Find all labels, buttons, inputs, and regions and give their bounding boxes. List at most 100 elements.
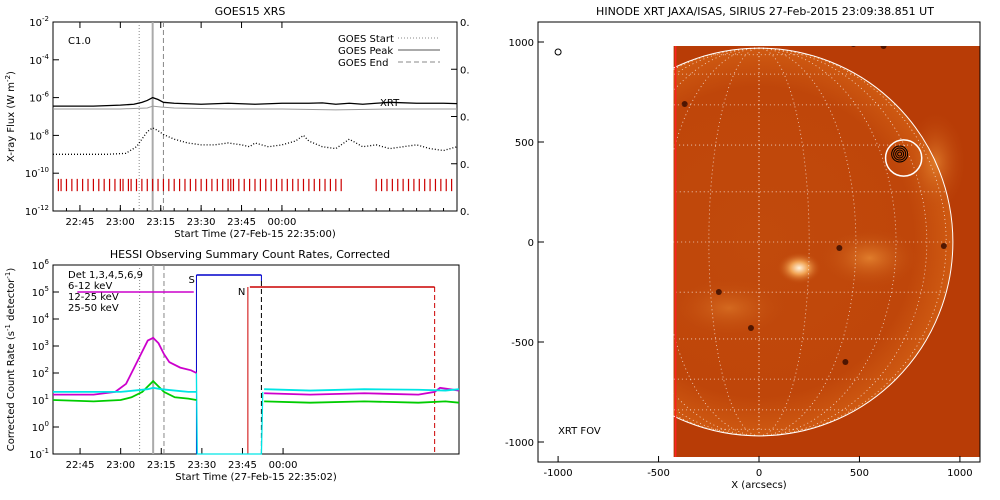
hessi-y-tick-label-base: 10 — [32, 423, 45, 434]
xrt-y-tick-label: 1000 — [509, 38, 534, 49]
hessi-series-0 — [53, 336, 197, 396]
xrt-fov-label: XRT FOV — [558, 426, 601, 437]
xrt-title: HINODE XRT JAXA/ISAS, SIRIUS 27-Feb-2015… — [596, 5, 934, 18]
goes-series-short — [53, 127, 458, 155]
hessi-gap-line — [195, 372, 264, 455]
xrt-lon-line — [673, 47, 760, 437]
goes-legend-dotted: GOES Start — [338, 34, 394, 45]
hessi-y-tick-label-base: 10 — [32, 315, 45, 326]
goes-y-tick-label: 10-2 — [29, 15, 49, 29]
goes-y-tick-label-exp: -6 — [42, 91, 50, 99]
hessi-title: HESSI Observing Summary Count Rates, Cor… — [110, 248, 390, 261]
goes-y2-tick-label: 0.007 — [460, 160, 470, 171]
goes-y-label-close: ) — [6, 71, 17, 75]
goes-y-tick-label-exp: -2 — [42, 15, 49, 23]
xrt-flare-contour — [895, 149, 905, 159]
xrt-dark-feature — [851, 46, 856, 47]
hessi-y-tick-label: 100 — [32, 420, 49, 434]
goes-y-tick-label-exp: -12 — [38, 204, 49, 212]
xrt-y-tick-label: -500 — [511, 338, 534, 349]
xrt-dark-feature — [747, 325, 754, 331]
goes-y-tick-label-base: 10 — [25, 207, 38, 218]
goes-x-tick-label: 22:45 — [66, 217, 95, 228]
hessi-y-tick-label-base: 10 — [32, 261, 45, 272]
goes-y-tick-label-base: 10 — [29, 94, 42, 105]
goes-y-tick-label: 10-12 — [25, 204, 49, 218]
hessi-x-tick-label: 22:45 — [66, 460, 95, 471]
goes-y2-tick-label: 0.009 — [460, 65, 470, 76]
hessi-y-tick-label: 10-1 — [29, 447, 49, 461]
goes-y-tick-label: 10-4 — [29, 53, 49, 67]
goes-xrs-chart: GOES15 XRS 22:45 23:00 23:15 23:30 23:45 00:0… — [4, 5, 470, 240]
hessi-y-tick-label: 106 — [32, 258, 50, 272]
hessi-x-tick-label: 23:45 — [228, 460, 257, 471]
hessi-y-label-part: detector — [6, 278, 17, 324]
goes-legend-solid: GOES Peak — [338, 46, 393, 57]
goes-y-tick-label-exp: -8 — [42, 128, 49, 136]
goes-y-tick-label-base: 10 — [25, 169, 38, 180]
goes-x-label: Start Time (27-Feb-15 22:35:00) — [174, 229, 336, 240]
goes-y-label-main: X-ray Flux (W m — [6, 82, 17, 162]
hessi-series-1 — [52, 379, 197, 403]
hessi-legend-item: 6-12 keV — [68, 281, 112, 292]
xrt-x-label: X (arcsecs) — [731, 480, 787, 491]
hessi-y-tick-label: 105 — [32, 285, 49, 299]
xrt-image-chart: HINODE XRT JAXA/ISAS, SIRIUS 27-Feb-2015… — [505, 5, 981, 491]
hessi-y-tick-label-exp: 2 — [45, 366, 49, 374]
xrt-mini-marker — [554, 48, 562, 56]
hessi-x-tick-label: 23:15 — [147, 460, 176, 471]
goes-y-tick-label-base: 10 — [29, 18, 42, 29]
xrt-lon-line — [758, 47, 897, 437]
xrt-flare-circle — [884, 139, 923, 177]
hessi-y-tick-label-exp: 4 — [45, 312, 50, 320]
goes-series-long — [53, 96, 458, 107]
xrt-y-tick-label: 0 — [528, 238, 534, 249]
hessi-x-tick-label: 23:30 — [187, 460, 216, 471]
goes-x-tick-label: 00:00 — [268, 217, 297, 228]
hessi-y-tick-label-exp: -1 — [42, 447, 49, 455]
goes-y2-tick-label: 0.006 — [460, 207, 470, 218]
xrt-active-region-glow — [673, 278, 789, 338]
hessi-y-tick-label-exp: 1 — [45, 393, 49, 401]
hessi-y-tick-label-exp: 5 — [45, 285, 49, 293]
hessi-y-tick-label-exp: 6 — [45, 258, 50, 266]
goes-class-label: C1.0 — [68, 36, 91, 47]
goes-y-tick-label-exp: -4 — [42, 53, 50, 61]
hessi-legend-item: 25-50 keV — [68, 303, 119, 314]
goes-y-label-sup: -2 — [4, 75, 12, 82]
hessi-y-label-part: -1 — [4, 324, 12, 331]
hessi-y-tick-label-base: 10 — [32, 342, 45, 353]
xrt-lon-line — [708, 47, 760, 437]
xrt-x-tick-label: -500 — [647, 468, 670, 479]
xrt-plot-area: XRT FOV -1000 -500 0 500 1000 1000 500 0 -500 -100… — [505, 21, 981, 491]
xrt-dark-feature — [842, 359, 849, 365]
goes-y2-tick-label: 0.008 — [460, 113, 470, 124]
goes-y-tick-label-exp: -10 — [38, 166, 49, 174]
goes-y-tick-label: 10-6 — [29, 91, 49, 105]
xrt-lon-line — [758, 47, 928, 437]
xrt-x-tick-label: -1000 — [544, 468, 573, 479]
hessi-x-tick-label: 23:00 — [106, 460, 135, 471]
hessi-night-label: N — [238, 287, 245, 298]
goes-y2-tick-label: 0.010 — [460, 18, 470, 29]
goes-title: GOES15 XRS — [215, 5, 286, 18]
xrt-dark-feature — [681, 101, 688, 107]
xrt-dark-feature — [940, 243, 947, 249]
goes-series-lyx — [53, 105, 457, 111]
xrt-lon-line — [758, 47, 810, 437]
xrt-dark-feature — [715, 289, 722, 295]
hessi-legend-item: 12-25 keV — [68, 292, 119, 303]
goes-y-label: X-ray Flux (W m-2) — [4, 71, 17, 162]
goes-x-tick-label: 23:45 — [227, 217, 256, 228]
hessi-y-tick-label-base: 10 — [29, 450, 42, 461]
xrt-x-tick-label: 1000 — [947, 468, 972, 479]
xrt-x-tick-label: 500 — [850, 468, 869, 479]
hessi-y-tick-label: 101 — [32, 393, 49, 407]
goes-legend-dashed: GOES End — [338, 58, 388, 69]
xrt-y-tick-label: 500 — [515, 138, 534, 149]
xrt-limb — [673, 47, 954, 437]
xrt-dark-feature — [880, 46, 887, 49]
goes-x-tick-label: 23:00 — [106, 217, 135, 228]
